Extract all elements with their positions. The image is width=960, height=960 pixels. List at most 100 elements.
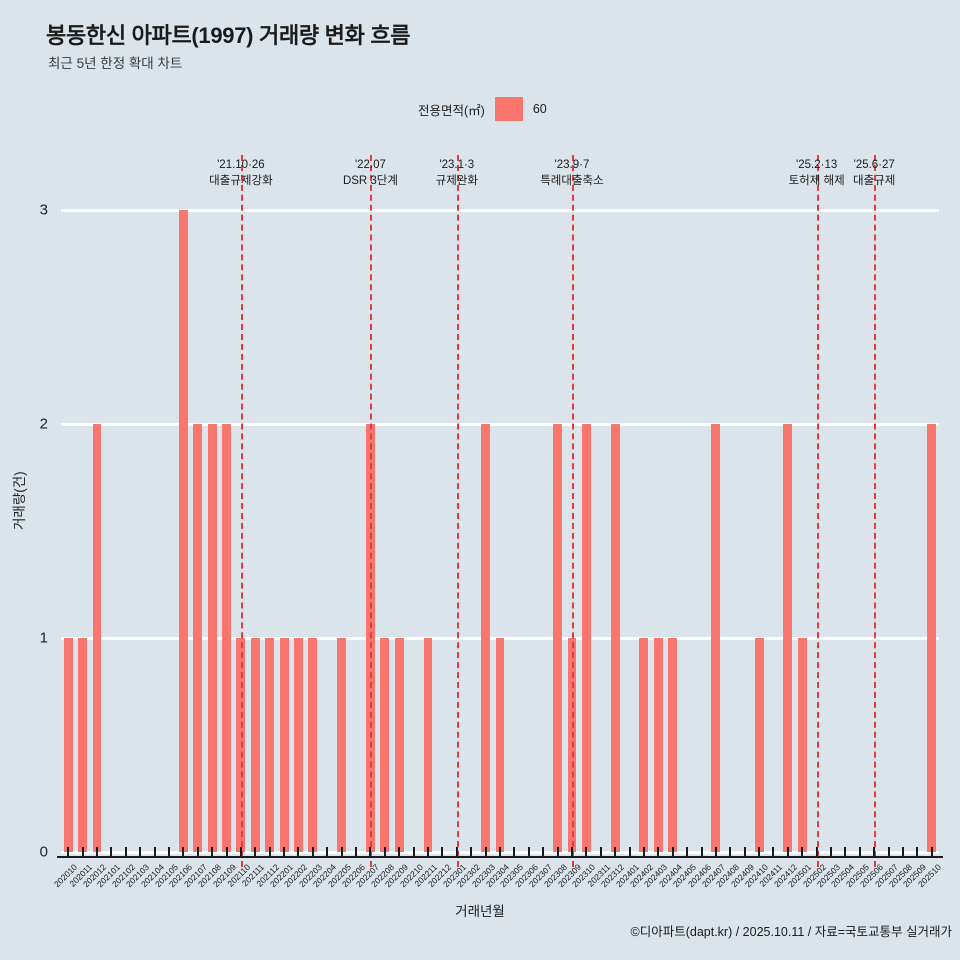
x-tick [758, 847, 761, 857]
x-tick [542, 847, 545, 857]
bar[interactable] [294, 638, 303, 852]
x-tick [355, 847, 358, 857]
bar[interactable] [754, 638, 764, 852]
x-tick [513, 847, 516, 857]
bar[interactable] [581, 424, 591, 852]
x-tick [700, 847, 703, 857]
x-tick [81, 847, 84, 857]
bar[interactable] [711, 424, 721, 852]
bar[interactable] [394, 638, 404, 852]
event-annotation-202110: '21.10·26 대출규제강화 [209, 158, 272, 189]
x-tick [671, 847, 674, 857]
bar[interactable] [207, 424, 217, 852]
bar[interactable] [279, 638, 289, 852]
x-tick [844, 847, 847, 857]
plot-area [61, 155, 939, 867]
event-annotation-202207: '22.07 DSR 3단계 [343, 158, 398, 189]
x-tick [110, 847, 113, 857]
chart-legend: 전용면적(㎡) 60 [418, 97, 547, 121]
event-annotation-date: '21.10·26 [217, 159, 265, 171]
bar[interactable] [668, 638, 678, 852]
x-tick [455, 847, 458, 857]
bar[interactable] [365, 424, 375, 852]
x-axis-title: 거래년월 [455, 904, 505, 919]
x-tick [686, 847, 689, 857]
bar[interactable] [337, 638, 347, 852]
x-tick [369, 847, 372, 857]
event-annotation-text: DSR 3단계 [342, 174, 398, 187]
x-tick [499, 847, 501, 857]
x-tick [67, 847, 70, 857]
x-tick [556, 847, 559, 857]
bar[interactable] [92, 424, 102, 852]
event-line-202502 [816, 155, 819, 867]
x-tick [297, 847, 300, 857]
bar[interactable] [495, 638, 505, 852]
event-annotation-text: 토허제 해제 [788, 174, 845, 187]
legend-title: 전용면적(㎡) [418, 103, 485, 118]
x-tick [412, 847, 415, 857]
bar[interactable] [265, 638, 275, 852]
event-annotation-date: '23.1·3 [439, 159, 475, 171]
x-tick [815, 847, 818, 857]
x-tick [916, 847, 919, 857]
x-tick [167, 847, 170, 857]
x-tick [657, 847, 660, 857]
event-annotation-text: 특례대출축소 [540, 174, 604, 187]
x-tick [599, 847, 602, 857]
bar[interactable] [553, 424, 563, 852]
y-tick-label-0: 0 [39, 843, 48, 861]
x-tick [614, 847, 617, 857]
x-tick [196, 847, 199, 857]
x-tick [887, 847, 890, 857]
bar[interactable] [63, 638, 73, 852]
footer-credit: ©디아파트(dapt.kr) / 2025.10.11 / 자료=국토교통부 실… [630, 925, 953, 939]
x-tick [729, 847, 732, 857]
bar[interactable] [178, 210, 188, 852]
x-tick [628, 847, 631, 857]
bar[interactable] [481, 424, 491, 852]
y-tick-label-3: 3 [39, 201, 48, 219]
event-annotation-date: '23.9·7 [554, 159, 590, 171]
x-tick [182, 847, 185, 857]
event-line-202506 [874, 155, 877, 867]
bar[interactable] [927, 424, 937, 852]
bar[interactable] [222, 424, 231, 852]
x-tick [311, 847, 314, 857]
y-tick-label-2: 2 [39, 415, 48, 433]
x-tick [153, 847, 156, 857]
event-line-202110 [240, 155, 243, 867]
bar[interactable] [250, 638, 260, 852]
x-tick [398, 847, 401, 857]
bar[interactable] [797, 638, 807, 852]
x-tick [902, 847, 905, 857]
event-annotation-text: 대출규제강화 [209, 174, 273, 187]
x-tick [383, 847, 386, 857]
x-tick [470, 847, 473, 857]
bar[interactable] [308, 638, 318, 852]
bar[interactable] [653, 638, 663, 852]
bar[interactable] [380, 638, 390, 852]
bar[interactable] [423, 638, 433, 852]
y-axis-title: 거래량(건) [12, 471, 27, 530]
legend-label-60: 60 [532, 102, 547, 116]
event-line-202207 [370, 155, 373, 867]
y-tick-label-1: 1 [39, 629, 48, 647]
x-tick [427, 847, 430, 857]
x-tick [772, 847, 775, 857]
x-tick [225, 847, 228, 857]
bar[interactable] [610, 424, 620, 852]
bar[interactable] [193, 424, 203, 852]
x-tick [858, 847, 861, 857]
event-annotation-202301: '23.1·3 규제완화 [436, 158, 478, 189]
bar[interactable] [78, 638, 88, 852]
x-tick [340, 847, 343, 857]
event-annotation-date: '25.2·13 [796, 159, 838, 171]
legend-swatch-60 [494, 97, 523, 121]
bar[interactable] [783, 424, 793, 852]
x-axis-line [57, 856, 943, 858]
x-tick [527, 847, 530, 857]
x-tick [211, 847, 214, 857]
bar[interactable] [639, 638, 649, 852]
x-tick [139, 847, 142, 857]
